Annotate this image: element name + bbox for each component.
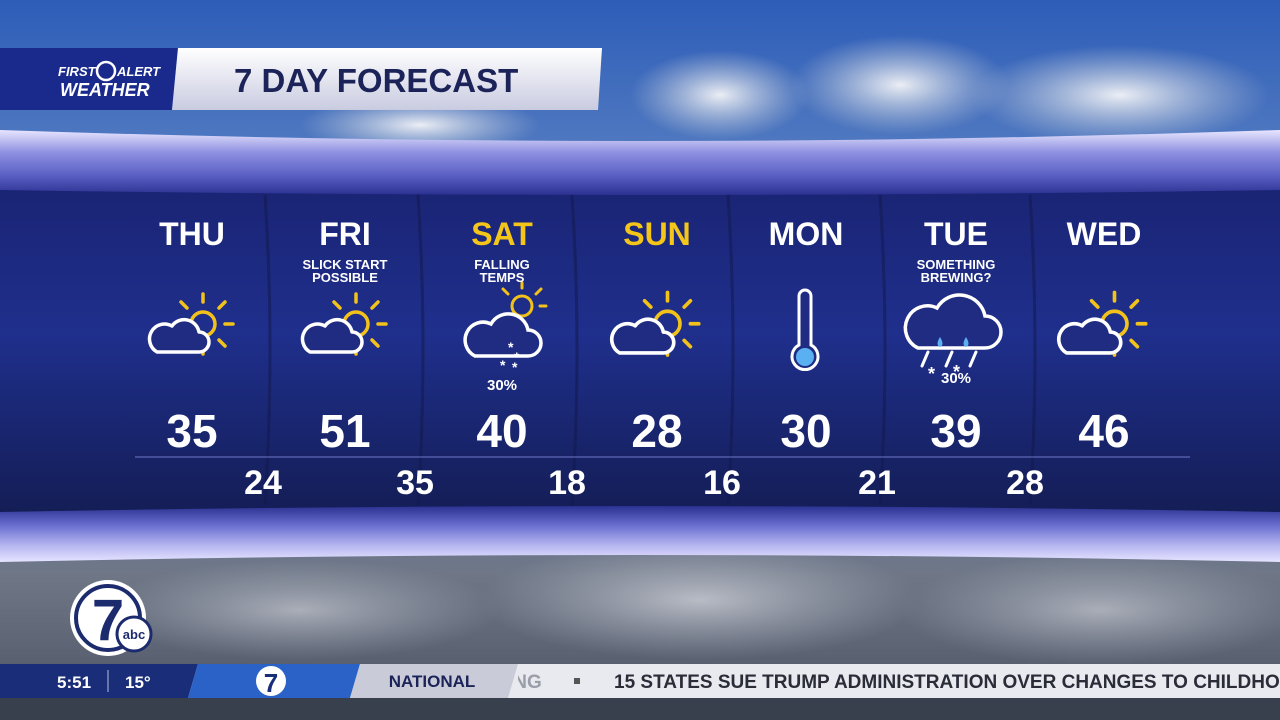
ticker-fragment: ING — [508, 672, 542, 693]
ticker-bullet — [574, 678, 580, 684]
ticker-time: 5:51 — [57, 673, 91, 692]
day-name: MON — [769, 216, 844, 252]
band-top-rim — [0, 130, 1280, 195]
station-logo: 7 abc — [70, 580, 153, 656]
day-name: TUE — [924, 216, 988, 252]
day-note: TEMPS — [480, 270, 525, 285]
thermometer-icon — [790, 288, 820, 372]
logo-alert: ALERT — [116, 64, 161, 79]
precip-chance: 30% — [487, 377, 517, 394]
high-temp: 28 — [631, 405, 682, 457]
low-temp: 16 — [703, 464, 741, 502]
ticker-section: NATIONAL — [389, 672, 476, 691]
high-temp: 30 — [780, 405, 831, 457]
column-dividers — [263, 194, 1037, 506]
low-temp: 18 — [548, 464, 586, 502]
day-note: BREWING? — [921, 270, 992, 285]
day-name: FRI — [319, 216, 371, 252]
svg-text:*: * — [500, 357, 506, 373]
high-temp: 51 — [319, 405, 370, 457]
precip-chance: 30% — [941, 370, 971, 387]
ticker-headline: 15 STATES SUE TRUMP ADMINISTRATION OVER … — [614, 672, 1280, 693]
ticker-logo — [256, 666, 286, 696]
rain-snow-cloud-icon: * * — [903, 293, 1003, 384]
svg-text:*: * — [514, 349, 520, 365]
svg-text:*: * — [928, 364, 935, 384]
page-title: 7 DAY FORECAST — [234, 62, 518, 99]
svg-text:*: * — [953, 362, 960, 382]
logo-weather: WEATHER — [60, 80, 150, 100]
ticker-crawl: ING 15 STATES SUE TRUMP ADMINISTRATION O… — [508, 672, 1280, 693]
background-clouds — [100, 35, 1280, 665]
high-temp: 46 — [1078, 405, 1129, 457]
day-note: SOMETHING — [917, 257, 996, 272]
day-note: FALLING — [474, 257, 530, 272]
ticker-logo-number: 7 — [264, 668, 278, 698]
svg-text:*: * — [508, 339, 514, 355]
logo-panel — [0, 48, 178, 110]
title-panel — [172, 48, 602, 110]
ticker-section-panel — [350, 664, 518, 698]
day-name: SAT — [471, 216, 533, 252]
ticker-clock-panel — [0, 664, 198, 698]
day-note: POSSIBLE — [312, 270, 378, 285]
svg-text:*: * — [512, 359, 518, 375]
low-temp: 28 — [1006, 464, 1044, 502]
ticker-temp: 15° — [125, 673, 151, 692]
ticker-shadow — [0, 698, 1280, 720]
logo-network: abc — [123, 627, 145, 642]
snow-cloud-icon: *** * — [463, 281, 548, 375]
band-bottom-rim — [0, 506, 1280, 562]
high-temp: 35 — [166, 405, 217, 457]
logo-ring — [95, 60, 117, 82]
day-name: THU — [159, 216, 225, 252]
low-temp: 21 — [858, 464, 896, 502]
day-name: SUN — [623, 216, 691, 252]
low-temp: 35 — [396, 464, 434, 502]
high-temp: 39 — [930, 405, 981, 457]
low-temp: 24 — [244, 464, 282, 502]
logo-first: FIRST — [58, 64, 97, 79]
day-name: WED — [1067, 216, 1142, 252]
high-temp: 40 — [476, 405, 527, 457]
day-note: SLICK START — [303, 257, 388, 272]
